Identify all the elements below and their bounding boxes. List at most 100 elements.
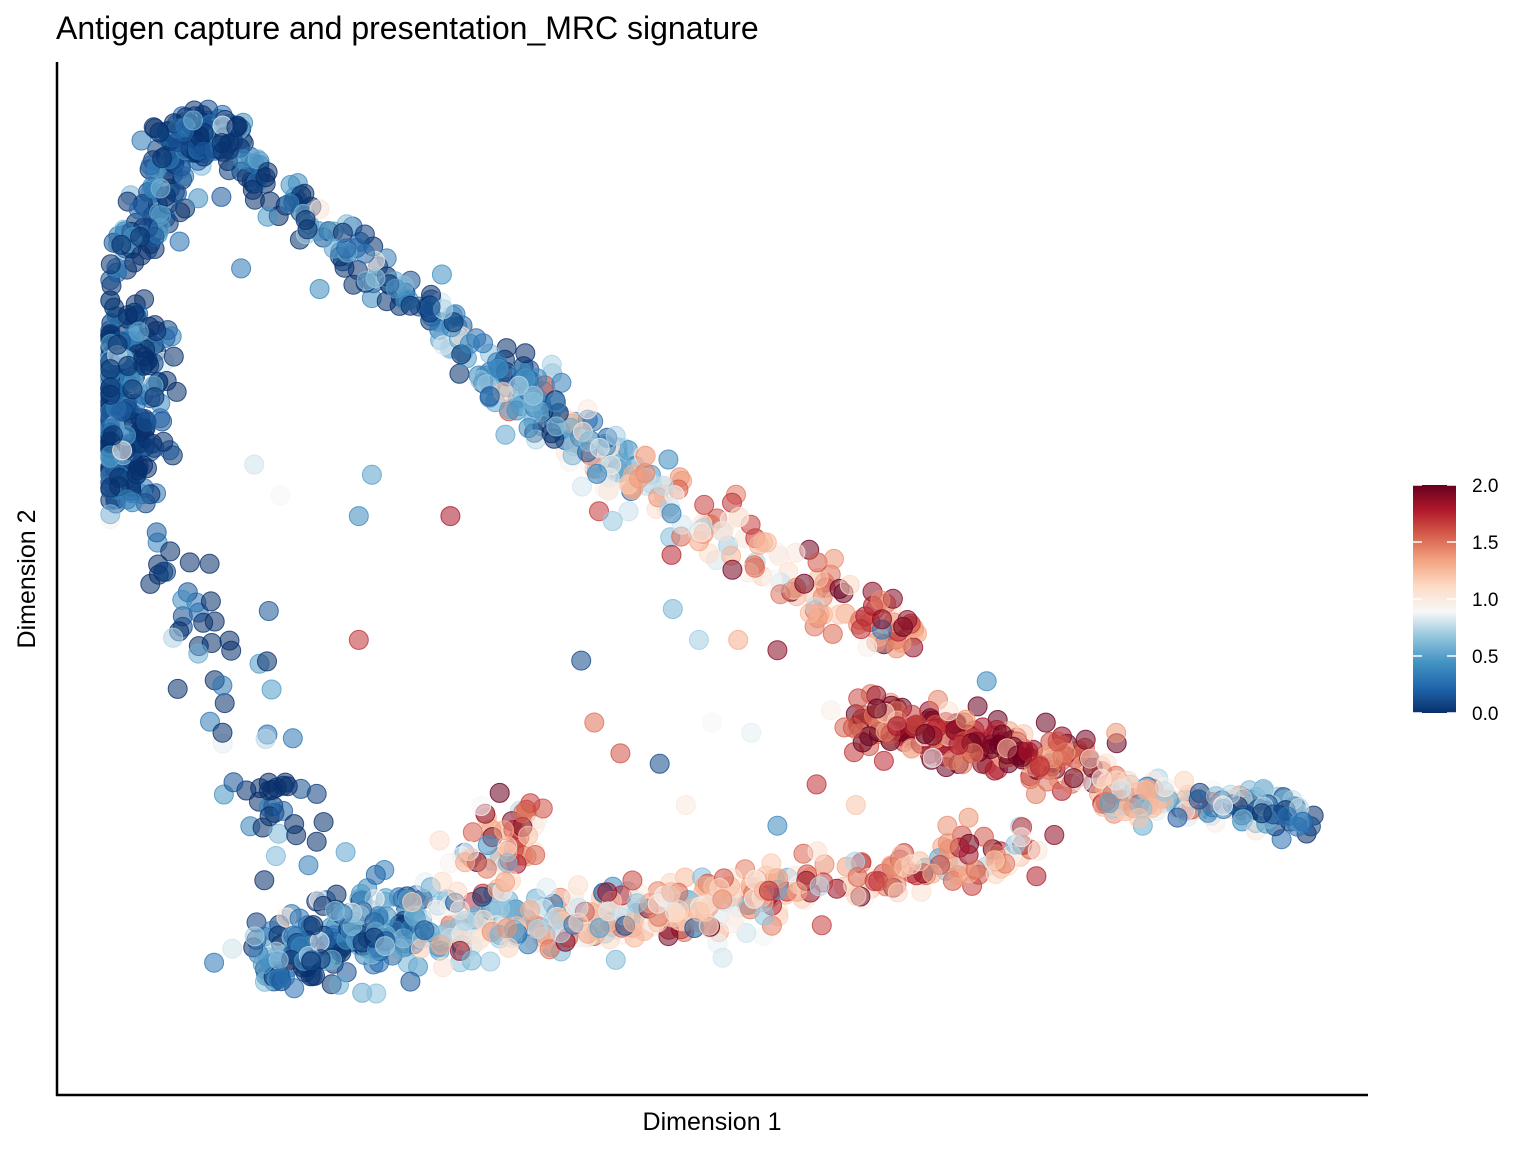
data-point <box>265 846 286 866</box>
data-point <box>494 820 515 841</box>
data-point <box>1027 840 1048 861</box>
data-point <box>649 753 670 774</box>
data-point <box>807 841 828 862</box>
data-point <box>270 485 291 506</box>
data-point <box>313 812 334 833</box>
data-point <box>1138 779 1159 800</box>
colorbar-tick-label: 1.5 <box>1472 533 1498 554</box>
data-point <box>846 886 867 907</box>
data-point <box>309 199 330 220</box>
data-point <box>255 729 276 749</box>
data-point <box>495 871 516 892</box>
data-point <box>163 627 184 648</box>
data-point <box>335 842 356 863</box>
data-point <box>541 354 562 375</box>
data-point <box>102 425 123 446</box>
data-point <box>146 321 167 341</box>
data-point <box>150 178 171 199</box>
data-point <box>728 629 749 650</box>
data-point <box>128 199 149 220</box>
data-point <box>767 815 788 836</box>
colorbar-ticks: 0.0 0.5 1.0 1.5 2.0 <box>1413 476 1498 725</box>
data-point <box>937 833 958 854</box>
data-point <box>887 716 908 737</box>
data-point <box>429 830 450 851</box>
data-point <box>488 358 509 379</box>
data-point <box>268 949 289 970</box>
data-point <box>375 936 395 957</box>
data-point <box>496 918 517 939</box>
data-point <box>691 522 712 543</box>
data-point <box>965 859 986 880</box>
data-point <box>476 858 497 879</box>
chart-title: Antigen capture and presentation_MRC sig… <box>56 10 759 46</box>
data-point <box>587 463 607 484</box>
data-point <box>473 333 494 354</box>
data-point <box>350 883 371 904</box>
data-point <box>546 392 567 413</box>
colorbar-tick-label: 1.0 <box>1472 590 1498 611</box>
data-point <box>432 871 453 892</box>
data-point <box>455 852 476 873</box>
data-point <box>223 772 244 793</box>
data-point <box>647 893 668 914</box>
data-point <box>188 188 209 209</box>
data-point <box>902 704 922 725</box>
data-point <box>1018 741 1039 762</box>
data-point <box>242 179 263 200</box>
data-point <box>1063 768 1084 789</box>
data-point <box>694 494 715 515</box>
data-point <box>122 379 143 400</box>
data-point <box>433 957 453 978</box>
data-point <box>785 542 806 563</box>
data-point <box>1277 806 1298 827</box>
data-point <box>601 454 622 475</box>
data-point <box>426 899 447 920</box>
data-point <box>258 780 279 801</box>
data-point <box>100 290 121 311</box>
data-point <box>702 712 722 733</box>
data-point <box>787 881 808 902</box>
data-point <box>1080 748 1100 769</box>
data-point <box>214 693 235 714</box>
data-point <box>520 899 541 920</box>
data-point <box>156 561 176 582</box>
data-point <box>806 774 827 795</box>
data-point <box>244 454 265 475</box>
data-point <box>958 807 979 828</box>
data-point <box>713 520 734 541</box>
data-point <box>163 346 184 367</box>
data-point <box>200 591 221 612</box>
data-point <box>769 546 790 566</box>
data-point <box>741 722 762 743</box>
data-point <box>480 951 501 972</box>
data-point <box>897 610 918 630</box>
data-point <box>723 913 743 934</box>
colorbar-tick-label: 0.5 <box>1472 647 1498 668</box>
data-point <box>851 619 872 640</box>
data-point <box>653 475 674 496</box>
data-point <box>118 355 138 376</box>
data-point <box>1233 809 1254 830</box>
data-point <box>144 437 165 458</box>
data-point <box>231 258 252 279</box>
data-point <box>179 552 200 573</box>
data-point <box>829 604 850 625</box>
data-point <box>470 370 491 390</box>
data-point <box>911 881 932 902</box>
data-point <box>257 651 277 672</box>
data-point <box>211 186 232 207</box>
data-point <box>712 889 733 910</box>
data-point <box>497 836 518 857</box>
data-point <box>193 612 214 633</box>
data-point <box>761 853 782 874</box>
data-point <box>130 227 151 247</box>
data-point <box>1011 827 1032 848</box>
data-point <box>665 902 685 923</box>
data-point <box>571 650 592 671</box>
data-point <box>244 926 265 947</box>
data-point <box>845 795 866 815</box>
data-point <box>770 584 791 605</box>
data-point <box>1029 756 1050 777</box>
data-point <box>221 640 242 661</box>
